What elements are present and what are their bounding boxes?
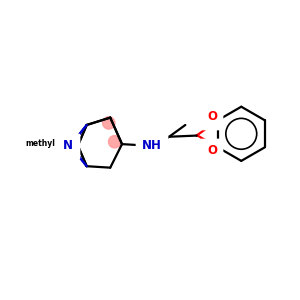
Text: methyl: methyl (25, 139, 55, 148)
Text: NH: NH (142, 139, 161, 152)
Text: O: O (207, 144, 217, 158)
Text: N: N (63, 139, 73, 152)
Text: O: O (207, 110, 217, 123)
Text: O: O (207, 110, 217, 123)
Text: NH: NH (142, 139, 161, 152)
Text: O: O (207, 144, 217, 158)
Circle shape (103, 117, 115, 129)
Text: methyl: methyl (25, 139, 55, 148)
Text: N: N (63, 139, 73, 152)
Circle shape (109, 136, 121, 148)
